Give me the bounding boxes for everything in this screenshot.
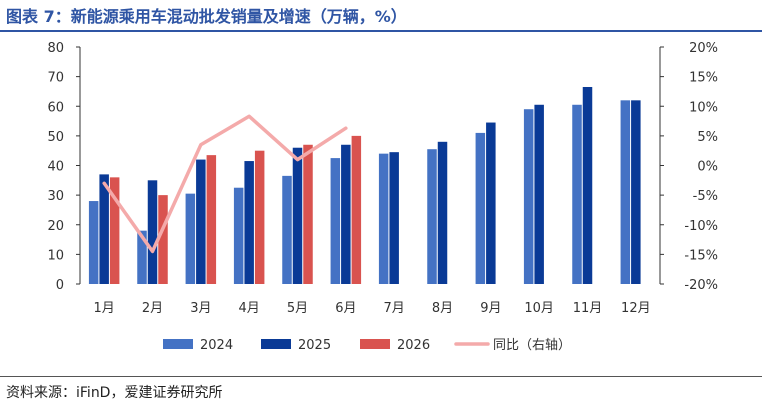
legend-label: 同比（右轴）	[493, 338, 571, 353]
bar-2025-10	[534, 104, 544, 284]
bar-2025-6	[341, 144, 351, 284]
legend-swatch-2026	[360, 339, 390, 349]
x-tick-label: 2月	[142, 301, 163, 316]
left-tick-label: 60	[47, 100, 64, 115]
bar-2026-4	[254, 150, 265, 284]
bar-2024-12	[620, 100, 631, 284]
left-tick-label: 10	[47, 248, 64, 263]
x-tick-label: 7月	[384, 301, 405, 316]
right-tick-label: -20%	[684, 278, 718, 293]
right-tick-label: -5%	[693, 189, 718, 204]
bar-2024-7	[378, 153, 389, 284]
title-rule	[0, 30, 762, 32]
line-yoy	[102, 114, 348, 254]
right-tick-label: 20%	[689, 41, 718, 56]
x-tick-label: 1月	[94, 301, 115, 316]
bar-2025-12	[631, 100, 641, 284]
bar-2024-8	[427, 149, 437, 284]
bar-2025-11	[582, 86, 593, 285]
right-tick-label: 0%	[697, 160, 718, 175]
x-tick-label: 5月	[287, 301, 308, 316]
left-tick-label: 80	[47, 41, 64, 56]
right-tick-label: -15%	[684, 248, 718, 263]
bar-2024-4	[233, 187, 244, 284]
bar-2026-1	[109, 177, 120, 284]
bar-2024-5	[282, 175, 292, 284]
bar-2026-5	[303, 144, 313, 284]
right-tick-label: 5%	[697, 130, 718, 145]
right-tick-label: 10%	[689, 100, 718, 115]
legend-label: 2025	[298, 338, 331, 353]
x-tick-label: 9月	[480, 301, 501, 316]
bar-2024-6	[330, 158, 341, 284]
bar-2024-1	[88, 201, 99, 284]
left-tick-label: 20	[47, 219, 64, 234]
bar-2025-9	[486, 122, 496, 284]
bar-2024-10	[523, 109, 534, 285]
chart: 0 10 20 30 40 50 60 70 80 -20% -15% -10% -5% 0% 5% 10% 1…	[47, 41, 718, 353]
bar-2024-11	[572, 104, 582, 284]
legend-label: 2024	[200, 338, 233, 353]
left-tick-label: 70	[47, 71, 64, 86]
bar-2026-2	[158, 195, 168, 284]
bar-2025-4	[244, 161, 254, 284]
bar-2026-3	[206, 155, 217, 284]
left-tick-label: 0	[56, 278, 64, 293]
bar-2025-8	[437, 141, 448, 284]
x-tick-label: 10月	[524, 301, 554, 316]
right-tick-label: -10%	[684, 219, 718, 234]
x-tick-label: 4月	[239, 301, 260, 316]
figure-title: 图表 7：新能源乘用车混动批发销量及增速（万辆，%）	[6, 7, 407, 26]
legend-label: 2026	[397, 338, 430, 353]
bar-2024-3	[185, 193, 196, 284]
bar-2025-2	[147, 180, 158, 284]
x-tick-label: 12月	[621, 301, 651, 316]
x-tick-label: 3月	[190, 301, 211, 316]
source-note: 资料来源：iFinD，爱建证券研究所	[6, 385, 223, 401]
bar-2024-9	[475, 132, 486, 284]
bar-2025-3	[196, 159, 206, 284]
left-tick-label: 40	[47, 160, 64, 175]
bar-2025-1	[99, 174, 109, 284]
x-tick-label: 11月	[573, 301, 603, 316]
bar-2024-2	[137, 230, 147, 284]
bar-2025-7	[389, 152, 399, 284]
bar-2026-6	[351, 135, 362, 284]
left-tick-label: 50	[47, 130, 64, 145]
legend-swatch-2024	[163, 339, 193, 349]
right-tick-label: 15%	[689, 71, 718, 86]
left-tick-label: 30	[47, 189, 64, 204]
source-rule	[0, 376, 762, 377]
bar-2025-5	[292, 147, 303, 284]
x-tick-label: 6月	[335, 301, 356, 316]
legend-swatch-2025	[261, 339, 291, 349]
x-tick-label: 8月	[432, 301, 453, 316]
